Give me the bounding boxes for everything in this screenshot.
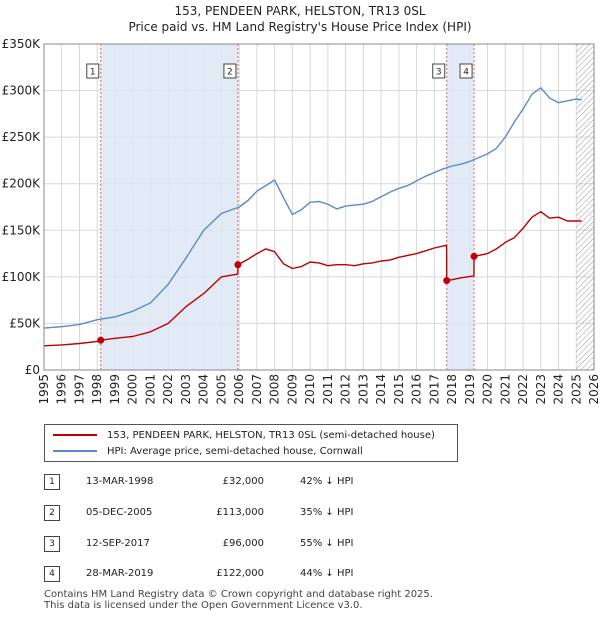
x-tick-label: 2011 <box>321 374 335 405</box>
legend-hpi: HPI: Average price, semi-detached house,… <box>53 444 363 458</box>
shaded-period <box>100 44 238 370</box>
transaction-date: 28-MAR-2019 <box>86 568 154 579</box>
y-tick-label: £100K <box>2 270 42 284</box>
legend-price: 153, PENDEEN PARK, HELSTON, TR13 0SL (se… <box>53 428 435 442</box>
x-tick-label: 2024 <box>552 374 566 405</box>
legend: 153, PENDEEN PARK, HELSTON, TR13 0SL (se… <box>44 424 458 462</box>
sale-label-box <box>86 63 100 79</box>
transaction-row: 2 05-DEC-2005 £113,000 35% ↓ HPI <box>44 505 464 521</box>
transaction-date: 12-SEP-2017 <box>86 538 150 549</box>
chart-subtitle: Price paid vs. HM Land Registry's House … <box>128 20 472 34</box>
transaction-number: 3 <box>44 536 60 552</box>
x-tick-label: 2007 <box>250 374 264 405</box>
transaction-hpi: 35% ↓ HPI <box>300 507 354 518</box>
transaction-price: £113,000 <box>216 507 264 518</box>
x-tick-label: 2023 <box>534 374 548 405</box>
sale-point <box>443 277 451 285</box>
y-tick-label: £200K <box>2 177 42 191</box>
x-tick-label: 2013 <box>356 374 370 405</box>
transaction-price: £96,000 <box>222 538 264 549</box>
sale-label-box <box>223 63 237 79</box>
x-tick-label: 2019 <box>463 374 477 405</box>
transaction-price: £122,000 <box>216 568 264 579</box>
footer: Contains HM Land Registry data © Crown c… <box>44 589 433 611</box>
legend-price-label: 153, PENDEEN PARK, HELSTON, TR13 0SL (se… <box>107 429 435 441</box>
legend-hpi-swatch <box>53 450 97 452</box>
footer-licence: This data is licensed under the Open Gov… <box>44 600 363 611</box>
x-tick-label: 1996 <box>55 374 69 405</box>
sale-label: 4 <box>463 68 469 78</box>
hpi-line <box>43 87 582 329</box>
x-tick-label: 2006 <box>232 374 246 405</box>
x-tick-label: 1999 <box>108 374 122 405</box>
sale-label: 2 <box>227 68 233 78</box>
sale-point <box>234 261 242 269</box>
transaction-number: 2 <box>44 505 60 521</box>
x-tick-label: 2003 <box>179 374 193 405</box>
x-tick-label: 2017 <box>427 374 441 405</box>
x-tick-label: 2021 <box>498 374 512 405</box>
transaction-row: 1 13-MAR-1998 £32,000 42% ↓ HPI <box>44 474 464 490</box>
price-chart: 1 2 3 4 £0 £50K £100K £150K £200K £250K £300K £350… <box>2 37 600 405</box>
plot-frame <box>43 43 595 371</box>
x-tick-label: 1995 <box>37 374 51 405</box>
legend-price-swatch <box>53 434 97 436</box>
x-tick-label: 2015 <box>392 374 406 405</box>
x-tick-label: 2009 <box>285 374 299 405</box>
x-tick-label: 2026 <box>587 374 600 405</box>
sale-point <box>470 252 478 260</box>
transaction-hpi: 55% ↓ HPI <box>300 538 354 549</box>
transaction-row: 3 12-SEP-2017 £96,000 55% ↓ HPI <box>44 536 464 552</box>
x-tick-label: 2025 <box>569 374 583 405</box>
sale-point <box>97 336 105 344</box>
x-tick-label: 1997 <box>72 374 86 405</box>
x-tick-label: 2022 <box>516 374 530 405</box>
transaction-price: £32,000 <box>222 476 264 487</box>
y-tick-label: £350K <box>2 37 42 51</box>
x-tick-label: 2016 <box>410 374 424 405</box>
y-tick-label: £0 <box>25 363 40 377</box>
sale-label-box <box>432 63 446 79</box>
price-paid-line <box>43 210 582 347</box>
x-tick-label: 2020 <box>481 374 495 405</box>
x-tick-label: 2010 <box>303 374 317 405</box>
x-tick-label: 2000 <box>126 374 140 405</box>
footer-copyright: Contains HM Land Registry data © Crown c… <box>44 589 433 600</box>
x-tick-label: 2018 <box>445 374 459 405</box>
y-tick-label: £50K <box>9 316 41 330</box>
transaction-hpi: 44% ↓ HPI <box>300 568 354 579</box>
x-tick-label: 2012 <box>339 374 353 405</box>
transaction-number: 1 <box>44 474 60 490</box>
sale-label: 1 <box>90 68 96 78</box>
transaction-date: 13-MAR-1998 <box>86 476 154 487</box>
legend-hpi-label: HPI: Average price, semi-detached house,… <box>107 445 363 457</box>
transaction-hpi: 42% ↓ HPI <box>300 476 354 487</box>
x-tick-label: 2001 <box>143 374 157 405</box>
x-tick-label: 2008 <box>268 374 282 405</box>
chart-title: 153, PENDEEN PARK, HELSTON, TR13 0SL <box>174 4 426 18</box>
forecast-hatch <box>576 44 594 370</box>
transaction-number: 4 <box>44 566 60 582</box>
y-tick-label: £250K <box>2 130 42 144</box>
sale-label-box <box>459 63 473 79</box>
x-tick-label: 2005 <box>214 374 228 405</box>
sale-label: 3 <box>436 68 442 78</box>
transaction-row: 4 28-MAR-2019 £122,000 44% ↓ HPI <box>44 566 464 582</box>
y-tick-label: £150K <box>2 223 42 237</box>
x-tick-label: 1998 <box>90 374 104 405</box>
x-tick-label: 2002 <box>161 374 175 405</box>
x-tick-label: 2014 <box>374 374 388 405</box>
x-tick-label: 2004 <box>197 374 211 405</box>
y-tick-label: £300K <box>2 84 42 98</box>
shaded-period <box>446 44 475 370</box>
transaction-date: 05-DEC-2005 <box>86 507 153 518</box>
